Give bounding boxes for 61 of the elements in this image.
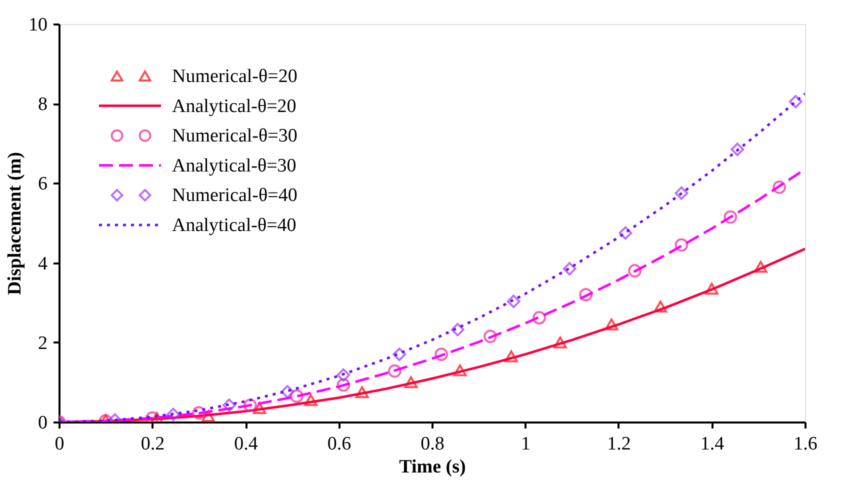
point — [243, 398, 257, 412]
legend-label: Analytical-θ=30 — [172, 155, 296, 176]
point — [754, 260, 768, 273]
y-tick-label: 2 — [38, 332, 48, 354]
x-tick-label: 1.2 — [607, 434, 631, 454]
point — [404, 376, 418, 388]
legend-label: Analytical-θ=40 — [172, 215, 296, 236]
x-tick-label: 1.4 — [700, 434, 725, 454]
point — [304, 394, 318, 406]
point — [628, 264, 642, 278]
point — [506, 294, 520, 308]
x-tick-label: 0.8 — [420, 434, 444, 454]
y-tick-label: 8 — [38, 94, 48, 116]
x-tick-label: 1.6 — [794, 434, 818, 454]
point — [788, 94, 802, 108]
point — [562, 262, 576, 276]
point — [434, 348, 448, 362]
point — [252, 402, 266, 414]
point — [674, 186, 688, 200]
point — [290, 389, 304, 403]
point — [202, 410, 215, 422]
point — [654, 300, 668, 313]
y-tick-label: 4 — [38, 253, 48, 274]
x-tick-label: 0 — [54, 434, 64, 454]
point — [484, 330, 497, 344]
point — [554, 336, 567, 348]
legend-label: Analytical-θ=20 — [172, 96, 296, 117]
x-tick-label: 1 — [521, 434, 530, 454]
y-tick-label: 6 — [38, 174, 48, 195]
point — [772, 180, 786, 194]
point — [453, 364, 467, 376]
point — [674, 238, 688, 252]
x-tick-label: 0.6 — [327, 434, 352, 454]
y-axis-title: Displacement (m) — [4, 152, 26, 295]
point — [355, 386, 369, 398]
point — [280, 385, 294, 398]
point — [166, 408, 180, 422]
point — [724, 210, 738, 224]
point — [450, 322, 464, 336]
y-tick-label: 0 — [38, 412, 48, 434]
point — [532, 311, 546, 324]
point — [222, 398, 236, 412]
point — [579, 288, 593, 302]
point — [604, 318, 618, 330]
point — [392, 348, 406, 362]
point — [388, 364, 402, 378]
point — [192, 406, 206, 420]
point — [730, 142, 744, 156]
legend-label: Numerical-θ=20 — [172, 66, 298, 87]
x-tick-label: 0.4 — [234, 434, 258, 454]
point — [146, 411, 159, 422]
y-tick-label: 10 — [28, 14, 48, 36]
x-tick-label: 0.2 — [140, 434, 165, 454]
point — [336, 378, 350, 392]
legend-label: Numerical-θ=30 — [172, 126, 298, 147]
point — [504, 350, 518, 362]
point — [618, 226, 632, 240]
legend-label: Numerical-θ=40 — [172, 185, 298, 206]
point — [705, 282, 718, 295]
x-axis-title: Time (s) — [399, 456, 466, 478]
point — [336, 368, 350, 382]
